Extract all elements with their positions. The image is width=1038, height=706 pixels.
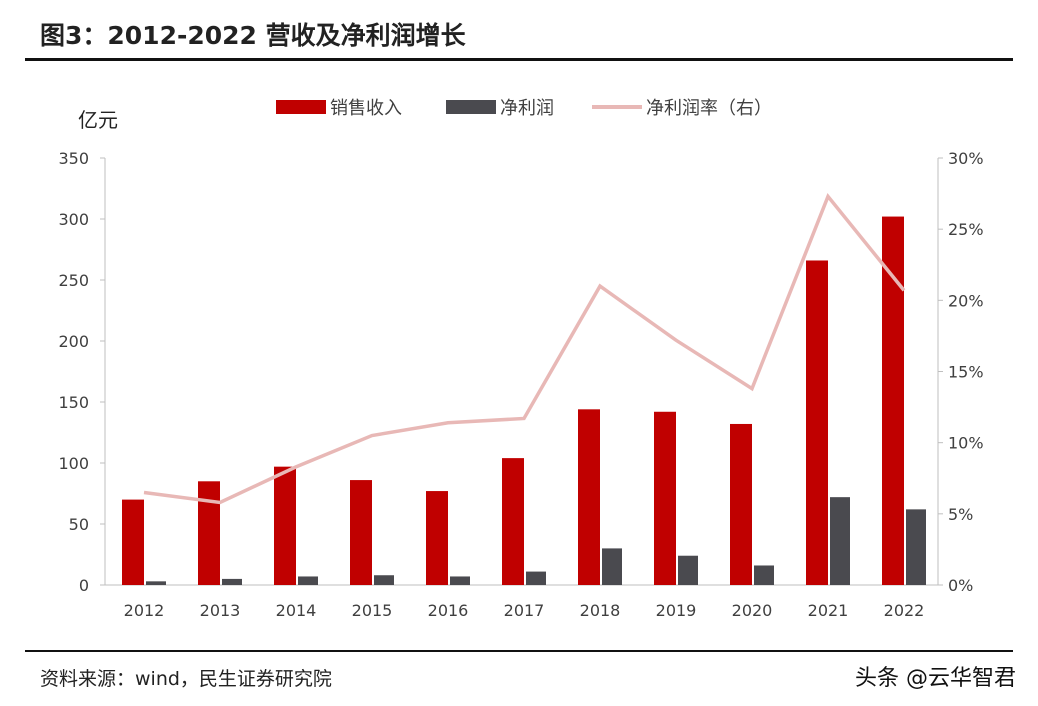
y-tick-label: 100 bbox=[58, 454, 89, 473]
x-tick-label: 2013 bbox=[200, 601, 241, 620]
x-tick-label: 2016 bbox=[428, 601, 469, 620]
bar-net-profit-2017 bbox=[526, 571, 546, 585]
watermark: 头条 @云华智君 bbox=[855, 666, 1016, 691]
bar-net-profit-2012 bbox=[146, 581, 166, 585]
bar-revenue-2012 bbox=[122, 499, 144, 585]
y-tick-label: 300 bbox=[58, 210, 89, 229]
legend-label-revenue: 销售收入 bbox=[330, 98, 402, 119]
legend-label-net-margin: 净利润率（右） bbox=[646, 98, 772, 119]
y2-tick-label: 30% bbox=[948, 149, 984, 168]
bar-net-profit-2020 bbox=[754, 565, 774, 585]
y2-tick-label: 10% bbox=[948, 434, 984, 453]
bar-revenue-2022 bbox=[882, 216, 904, 585]
bar-revenue-2018 bbox=[578, 409, 600, 585]
bar-net-profit-2013 bbox=[222, 578, 242, 585]
y2-tick-label: 5% bbox=[948, 505, 973, 524]
x-tick-label: 2022 bbox=[884, 601, 925, 620]
bar-net-profit-2018 bbox=[602, 548, 622, 585]
y-tick-label: 50 bbox=[69, 515, 89, 534]
x-tick-label: 2017 bbox=[504, 601, 545, 620]
bar-net-profit-2016 bbox=[450, 576, 470, 585]
x-tick-label: 2020 bbox=[732, 601, 773, 620]
line-net-margin bbox=[143, 192, 906, 505]
bar-revenue-2015 bbox=[350, 480, 372, 585]
bar-revenue-2016 bbox=[426, 491, 448, 585]
bar-revenue-2014 bbox=[274, 466, 296, 585]
bar-revenue-2021 bbox=[806, 260, 828, 585]
bar-net-profit-2014 bbox=[298, 576, 318, 585]
title-divider bbox=[25, 58, 1013, 61]
y-axis-label: 亿元 bbox=[78, 108, 118, 132]
legend-swatch-revenue bbox=[276, 100, 326, 114]
y2-tick-label: 25% bbox=[948, 220, 984, 239]
y2-tick-label: 20% bbox=[948, 291, 984, 310]
bar-revenue-2017 bbox=[502, 458, 524, 585]
y-tick-label: 0 bbox=[79, 576, 89, 595]
x-tick-label: 2014 bbox=[276, 601, 317, 620]
x-tick-label: 2012 bbox=[124, 601, 165, 620]
y-tick-label: 150 bbox=[58, 393, 89, 412]
y2-tick-label: 15% bbox=[948, 363, 984, 382]
y2-tick-label: 0% bbox=[948, 576, 973, 595]
bar-net-profit-2019 bbox=[678, 555, 698, 585]
bar-revenue-2019 bbox=[654, 411, 676, 585]
x-tick-label: 2015 bbox=[352, 601, 393, 620]
bar-revenue-2020 bbox=[730, 423, 752, 585]
legend-swatch-net-profit bbox=[446, 100, 496, 114]
bar-net-profit-2022 bbox=[906, 509, 926, 585]
y-tick-label: 200 bbox=[58, 332, 89, 351]
x-tick-label: 2019 bbox=[656, 601, 697, 620]
legend-label-net-profit: 净利润 bbox=[500, 98, 554, 119]
bar-net-profit-2021 bbox=[830, 497, 850, 585]
chart-title: 图3：2012-2022 营收及净利润增长 bbox=[40, 21, 466, 50]
bar-net-profit-2015 bbox=[374, 575, 394, 585]
footer-divider bbox=[25, 650, 1013, 652]
source-note: 资料来源：wind，民生证券研究院 bbox=[40, 668, 332, 690]
y-tick-label: 350 bbox=[58, 149, 89, 168]
bar-revenue-2013 bbox=[198, 481, 220, 585]
y-tick-label: 250 bbox=[58, 271, 89, 290]
x-tick-label: 2021 bbox=[808, 601, 849, 620]
x-tick-label: 2018 bbox=[580, 601, 621, 620]
